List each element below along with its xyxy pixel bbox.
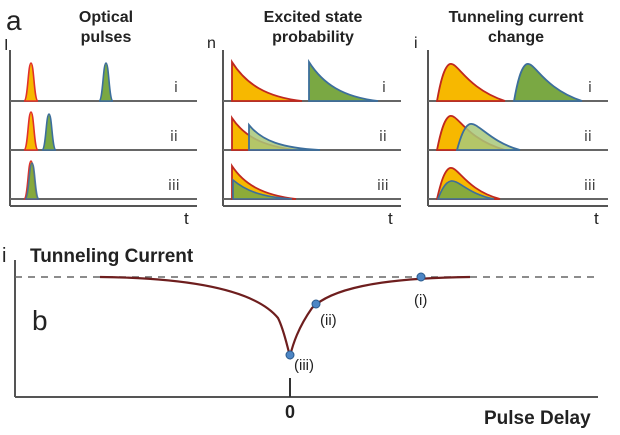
column-tunneling-change: i t i ii iii [414, 35, 608, 228]
row-label-tunneling-i: i [588, 80, 592, 96]
header-tunneling-line2: change [488, 29, 544, 46]
column-excited-state: n t i ii iii [207, 35, 401, 228]
row-label-excited-ii: ii [379, 129, 387, 145]
zero-tick-label: 0 [285, 402, 295, 422]
header-optical-line1: Optical [79, 9, 133, 26]
row-label-optical-ii: ii [170, 129, 178, 145]
current-second-iii [436, 180, 495, 200]
current-first-i [435, 63, 506, 102]
y-label-intensity: I [4, 37, 8, 54]
pulse-second-iii [24, 162, 40, 200]
decay-second-i [308, 58, 379, 102]
row-label-tunneling-ii: ii [584, 129, 592, 145]
pulse-first-i [23, 62, 39, 102]
row-label-optical-i: i [174, 80, 178, 96]
decay-second-ii [248, 122, 321, 151]
point-iii [285, 350, 295, 360]
pulse-second-ii [41, 113, 57, 151]
y-label-i-small: i [414, 35, 418, 52]
pulse-second-i [98, 62, 114, 102]
decay-second-iii [232, 178, 293, 200]
header-optical-line2: pulses [81, 29, 132, 46]
x-label-optical: t [184, 209, 189, 228]
row-label-optical-iii: iii [168, 178, 180, 194]
current-second-i [512, 63, 583, 102]
y-label-n: n [207, 35, 216, 52]
point-ii [311, 299, 321, 309]
panel-b: i Tunneling Current b 0 Pulse Delay (iii… [2, 245, 598, 429]
row-label-excited-iii: iii [377, 178, 389, 194]
point-label-iii: (iii) [294, 357, 314, 374]
row-label-excited-i: i [382, 80, 386, 96]
row-label-tunneling-iii: iii [584, 178, 596, 194]
point-i [416, 272, 426, 282]
panel-b-title: Tunneling Current [30, 246, 194, 267]
point-label-i: (i) [414, 292, 427, 309]
panel-b-letter: b [32, 305, 48, 336]
current-vs-delay-curve [99, 275, 471, 361]
pulse-first-ii [23, 111, 39, 151]
point-label-ii: (ii) [320, 312, 337, 329]
current-second-ii [455, 123, 521, 151]
y-label-panel-b: i [2, 245, 6, 267]
header-tunneling-line1: Tunneling current [449, 9, 584, 26]
column-optical-pulses: I t i ii iii [4, 37, 197, 228]
x-label-excited: t [388, 209, 393, 228]
x-label-panel-b: Pulse Delay [484, 408, 591, 429]
header-excited-line1: Excited state [264, 9, 363, 26]
decay-first-i [231, 58, 303, 102]
header-excited-line2: probability [272, 29, 354, 46]
panel-a-letter: a [6, 5, 22, 36]
x-label-tunneling: t [594, 209, 599, 228]
